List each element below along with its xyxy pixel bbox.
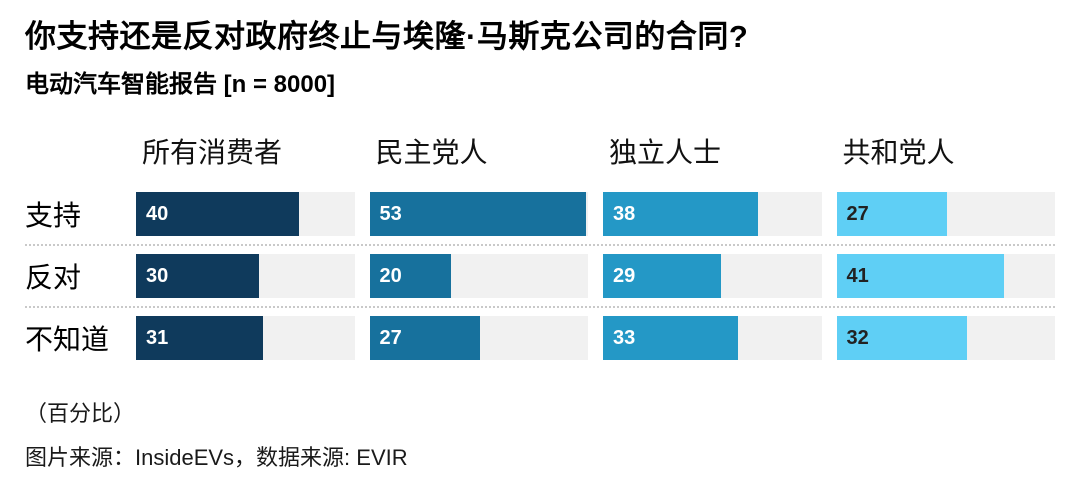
column-header-all-consumers: 所有消费者 xyxy=(142,137,283,168)
bar-track: 27 xyxy=(836,192,1055,236)
bar-oppose-democrats: 20 xyxy=(369,254,452,298)
chart-row-oppose: 反对 30 20 29 41 xyxy=(25,244,1055,306)
bar-track: 30 xyxy=(136,254,355,298)
bar-dont-know-independents: 33 xyxy=(603,316,738,360)
bar-value-label: 32 xyxy=(846,327,869,349)
bar-dont-know-republicans: 32 xyxy=(836,316,968,360)
bar-track: 38 xyxy=(603,192,822,236)
column-header-row: 所有消费者 民主党人 独立人士 共和党人 xyxy=(25,131,1055,171)
bar-value-label: 30 xyxy=(146,265,169,287)
bar-value-label: 33 xyxy=(613,327,636,349)
bar-value-label: 27 xyxy=(379,327,402,349)
bar-value-label: 41 xyxy=(846,265,869,287)
bar-value-label: 20 xyxy=(379,265,402,287)
bar-support-democrats: 53 xyxy=(369,192,586,236)
bar-oppose-all-consumers: 30 xyxy=(136,254,259,298)
column-header-democrats: 民主党人 xyxy=(375,137,488,168)
bar-track: 32 xyxy=(836,316,1055,360)
bar-track: 27 xyxy=(369,316,588,360)
source-note: 图片来源：InsideEVs，数据来源: EVIR xyxy=(25,445,408,470)
bar-value-label: 29 xyxy=(613,265,636,287)
row-label-dont-know: 不知道 xyxy=(25,324,110,355)
chart-subtitle: 电动汽车智能报告 [n = 8000] xyxy=(25,71,336,98)
bar-support-independents: 38 xyxy=(603,192,759,236)
bar-value-label: 27 xyxy=(846,203,869,225)
bar-value-label: 40 xyxy=(146,203,169,225)
unit-note: （百分比） xyxy=(25,401,136,426)
bar-oppose-independents: 29 xyxy=(603,254,722,298)
bar-support-republicans: 27 xyxy=(836,192,947,236)
bar-dont-know-democrats: 27 xyxy=(369,316,480,360)
chart-title: 你支持还是反对政府终止与埃隆·马斯克公司的合同? xyxy=(25,19,749,54)
bar-value-label: 31 xyxy=(146,327,169,349)
chart-row-dont-know: 不知道 31 27 33 32 xyxy=(25,306,1055,368)
row-label-oppose: 反对 xyxy=(25,262,82,293)
bar-dont-know-all-consumers: 31 xyxy=(136,316,263,360)
row-label-support: 支持 xyxy=(25,200,82,231)
bar-oppose-republicans: 41 xyxy=(836,254,1004,298)
bar-track: 29 xyxy=(603,254,822,298)
bar-track: 33 xyxy=(603,316,822,360)
column-header-republicans: 共和党人 xyxy=(842,137,955,168)
bar-value-label: 53 xyxy=(379,203,402,225)
chart-row-support: 支持 40 53 38 27 xyxy=(25,184,1055,244)
bar-track: 31 xyxy=(136,316,355,360)
bar-track: 40 xyxy=(136,192,355,236)
bar-chart: 所有消费者 民主党人 独立人士 共和党人 支持 40 53 38 xyxy=(25,131,1055,368)
chart-footer: （百分比） 图片来源：InsideEVs，数据来源: EVIR xyxy=(25,396,1055,472)
bar-track: 53 xyxy=(369,192,588,236)
column-header-independents: 独立人士 xyxy=(609,137,722,168)
bar-track: 20 xyxy=(369,254,588,298)
bar-value-label: 38 xyxy=(613,203,636,225)
bar-track: 41 xyxy=(836,254,1055,298)
bar-support-all-consumers: 40 xyxy=(136,192,300,236)
